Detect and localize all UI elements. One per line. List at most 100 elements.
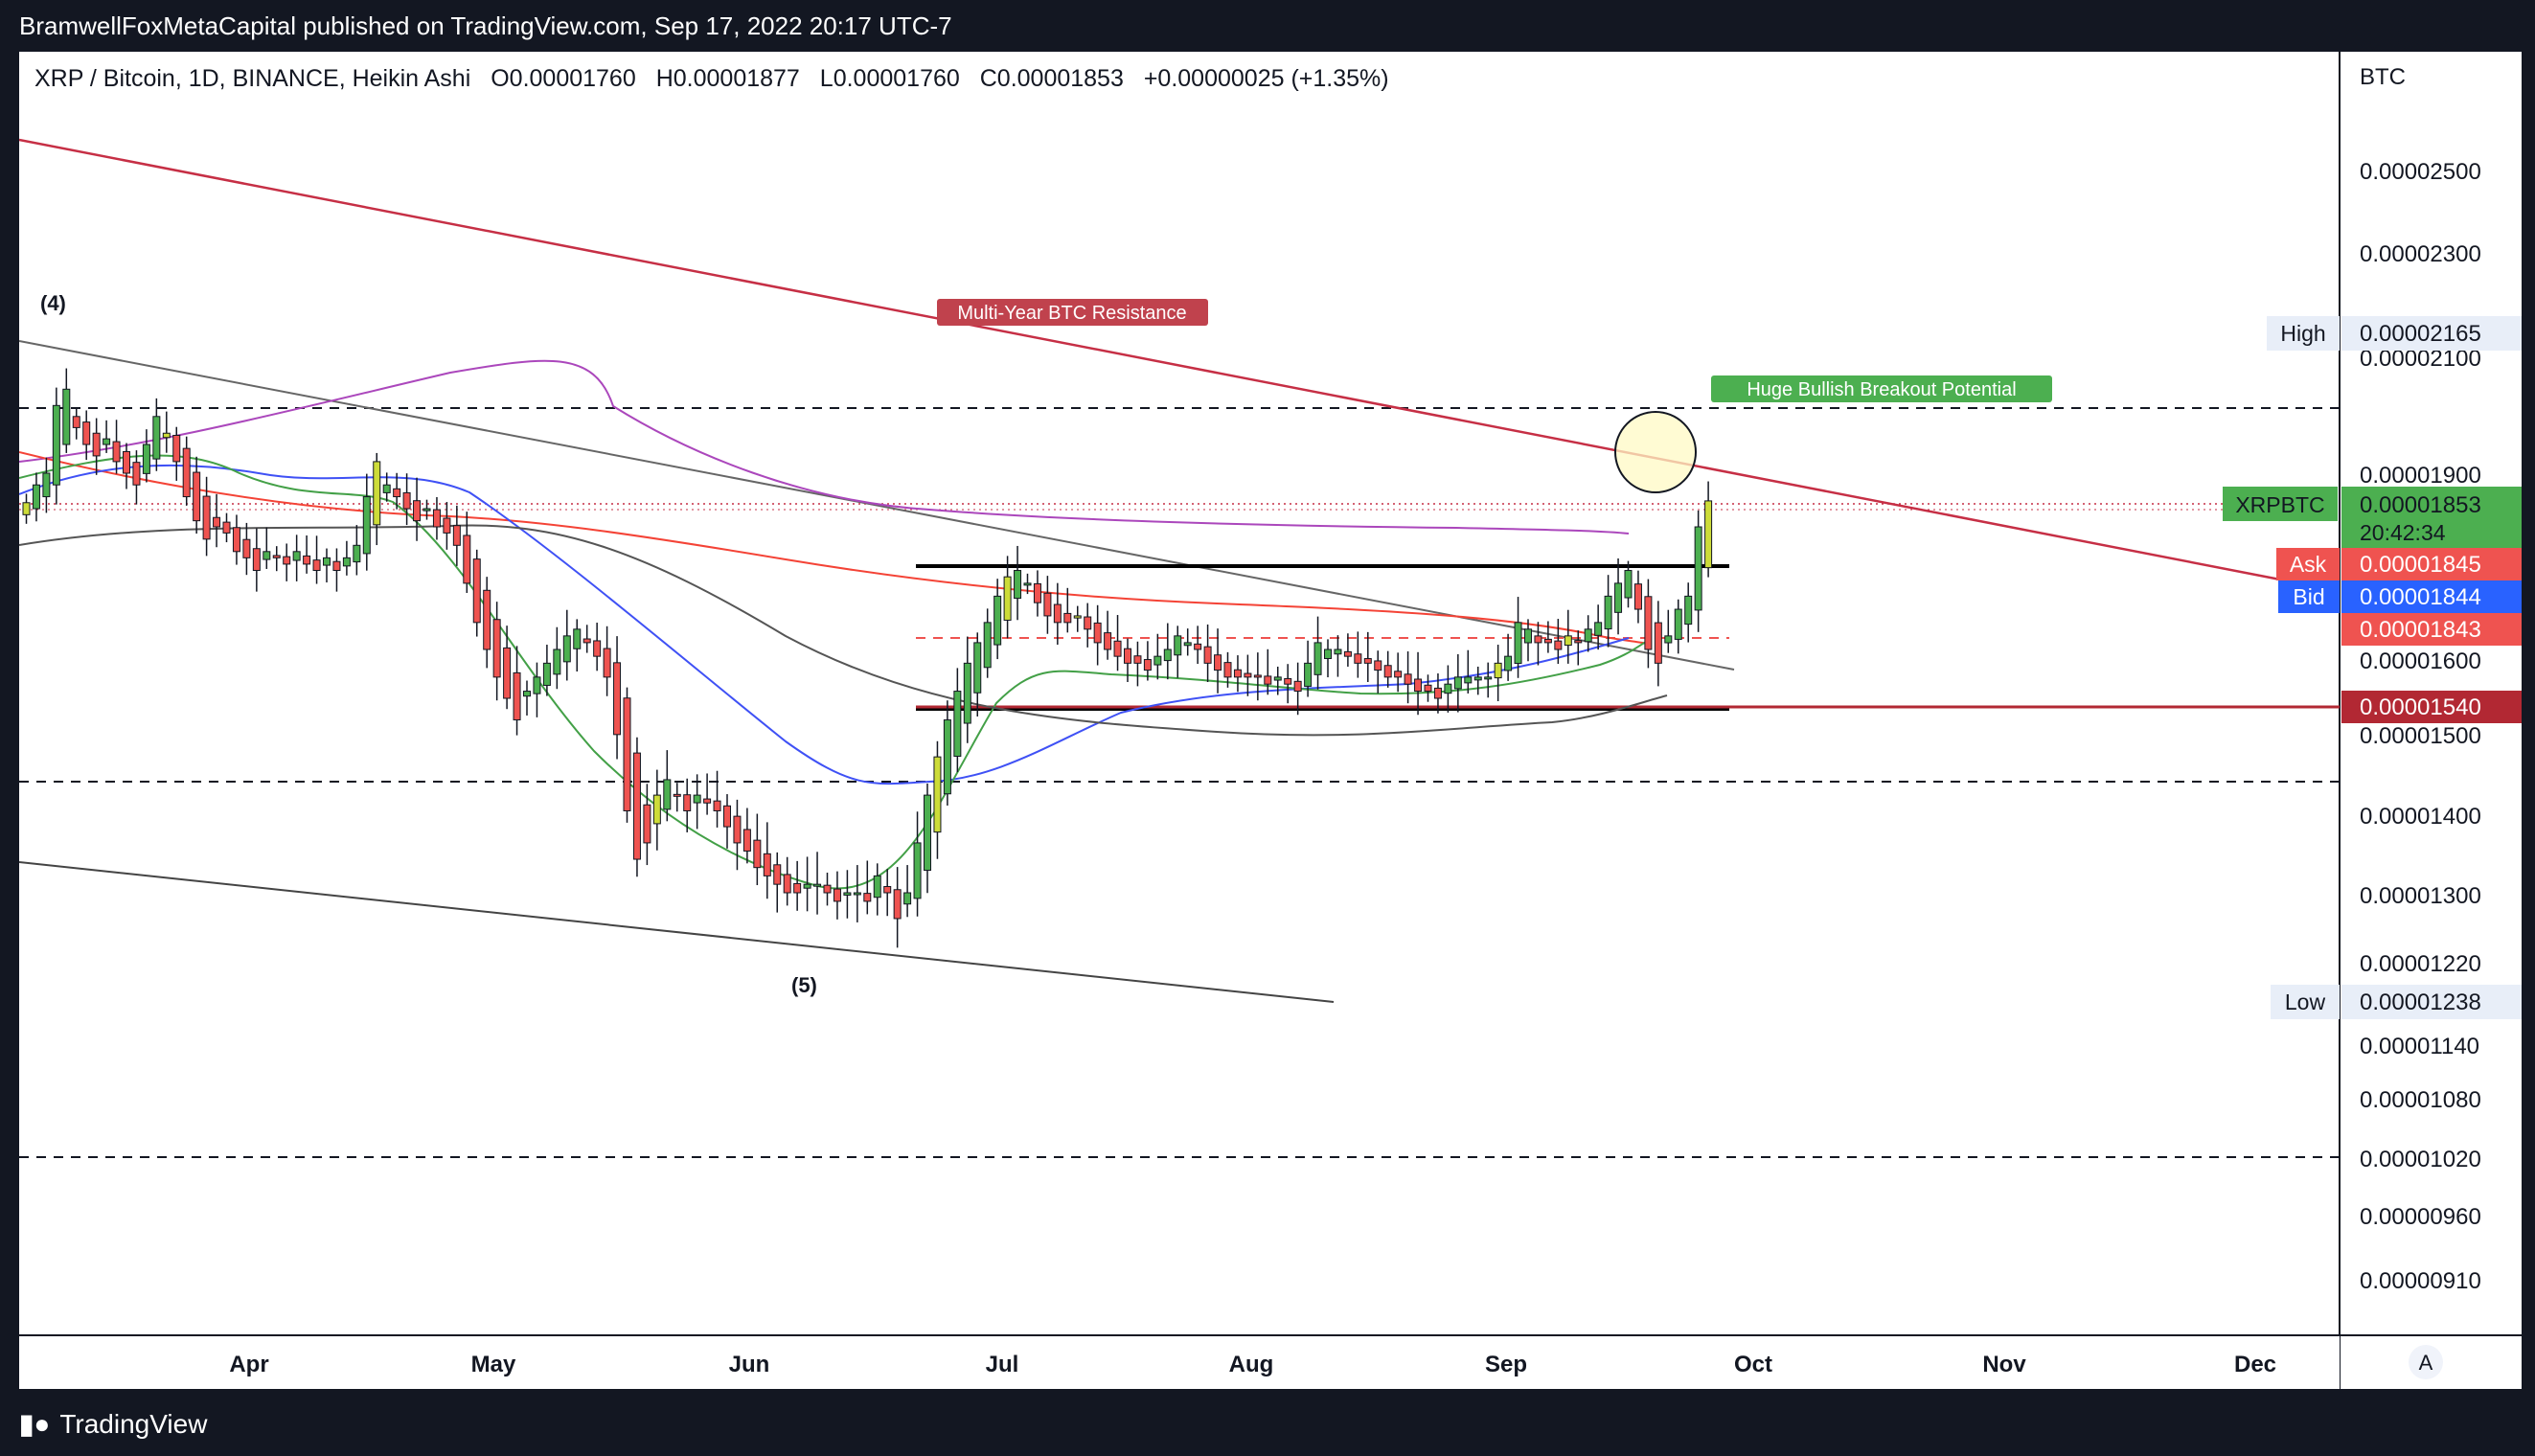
high-value: 0.00002165	[2360, 321, 2481, 347]
candle-body	[1704, 500, 1713, 569]
candle-body	[222, 521, 231, 534]
upper-channel-line	[19, 340, 1735, 671]
time-tick-label: Nov	[1982, 1352, 2026, 1377]
last-price-bg	[2341, 487, 2522, 548]
price-tick-label: 0.00001080	[2360, 1087, 2481, 1113]
candle-body	[1684, 595, 1693, 626]
time-tick-label: Apr	[229, 1352, 268, 1377]
candle-body	[413, 500, 422, 522]
candle-body	[103, 438, 111, 445]
candle-body	[783, 874, 791, 894]
price-tick-label: 0.00001600	[2360, 648, 2481, 674]
legend-low: L0.00001760	[819, 65, 960, 92]
price-tick-label: 0.00002300	[2360, 241, 2481, 267]
candle-body	[62, 388, 71, 445]
candle-body	[1113, 640, 1122, 657]
resistance-label: Multi-Year BTC Resistance	[957, 303, 1186, 324]
candle-body	[1194, 643, 1202, 650]
candle-body	[1273, 676, 1282, 681]
time-tick-label: Aug	[1229, 1352, 1274, 1377]
price-tick-label: 0.00001500	[2360, 723, 2481, 749]
candle-body	[193, 471, 201, 522]
candle-body	[1464, 676, 1473, 684]
candle-body	[1354, 653, 1362, 664]
candle-body	[1203, 646, 1212, 664]
candle-body	[272, 555, 281, 558]
breakout-label: Huge Bullish Breakout Potential	[1747, 379, 2016, 400]
candle-body	[1424, 684, 1432, 693]
bid-tag-bg	[2278, 580, 2340, 613]
candle-body	[283, 556, 291, 565]
candle-body	[1244, 672, 1252, 678]
candle-body	[573, 628, 582, 649]
candle-body	[1363, 658, 1372, 664]
candle-body	[1604, 595, 1612, 630]
candle-body	[1233, 669, 1242, 678]
currency-label: BTC	[2360, 64, 2406, 90]
candle-body	[1073, 615, 1082, 619]
candle-body	[82, 421, 91, 445]
candle-body	[172, 434, 181, 463]
candle-body	[703, 798, 712, 804]
candle-body	[673, 793, 681, 797]
time-tick-label: May	[471, 1352, 516, 1377]
candle-body	[443, 517, 451, 534]
candle-body	[213, 516, 221, 528]
time-tick-label: Sep	[1485, 1352, 1527, 1377]
candle-body	[112, 441, 121, 463]
low-tag-bg	[2271, 985, 2340, 1019]
candle-body	[263, 551, 271, 560]
candle-body	[1644, 596, 1653, 650]
candle-body	[353, 544, 361, 563]
candle-body	[1494, 662, 1502, 679]
candle-body	[142, 444, 150, 474]
ma-gray	[19, 524, 1668, 737]
auto-scale-label[interactable]: A	[2419, 1351, 2433, 1375]
time-tick-label: Jun	[729, 1352, 770, 1377]
auto-scale-button[interactable]	[2409, 1345, 2443, 1379]
candle-body	[1584, 628, 1592, 643]
candle-body	[1404, 673, 1412, 685]
candle-body	[152, 416, 161, 460]
candle-body	[813, 883, 822, 887]
candle-body	[342, 557, 351, 567]
candle-body	[92, 432, 101, 457]
candle-body	[533, 676, 541, 694]
candle-body	[252, 548, 261, 572]
candle-body	[1324, 648, 1332, 659]
candle-body	[683, 794, 692, 811]
resistance-label-bg	[937, 299, 1208, 326]
candle-body	[1504, 655, 1513, 671]
candle-body	[393, 488, 401, 498]
candle-body	[553, 648, 561, 675]
high-tag-label: High	[2280, 321, 2325, 346]
candle-body	[1124, 648, 1131, 664]
candle-body	[123, 450, 130, 474]
candle-body	[1453, 676, 1462, 690]
candle-body	[873, 875, 881, 899]
symbol-tag-bg	[2223, 487, 2338, 521]
last-price: 0.00001853	[2360, 492, 2481, 518]
price-chart[interactable]: Multi-Year BTC Resistance Huge Bullish B…	[19, 52, 2522, 1389]
time-axis-ticks: Apr May Jun Jul Aug Sep Oct Nov Dec	[229, 1352, 2276, 1377]
support-value: 0.00001540	[2360, 694, 2481, 720]
candle-body	[242, 538, 251, 558]
candle-body	[713, 800, 721, 811]
candle-body	[1033, 582, 1041, 603]
multi-year-resistance-line	[19, 138, 2281, 581]
legend-close: C0.00001853	[979, 65, 1124, 92]
tradingview-logo[interactable]: ▮● TradingView	[19, 1408, 207, 1440]
candle-body	[943, 719, 951, 795]
candle-body	[452, 525, 461, 546]
candle-body	[1053, 603, 1062, 624]
candle-body	[32, 484, 40, 510]
candle-body	[1674, 608, 1682, 640]
candle-body	[1594, 622, 1603, 636]
legend-high: H0.00001877	[655, 65, 800, 92]
time-tick-label: Dec	[2234, 1352, 2276, 1377]
candle-body	[733, 815, 742, 844]
ask-tag-bg	[2276, 548, 2340, 580]
chart-frame[interactable]: Multi-Year BTC Resistance Huge Bullish B…	[19, 52, 2522, 1389]
candle-body	[1524, 628, 1532, 644]
candle-body	[1264, 675, 1272, 685]
